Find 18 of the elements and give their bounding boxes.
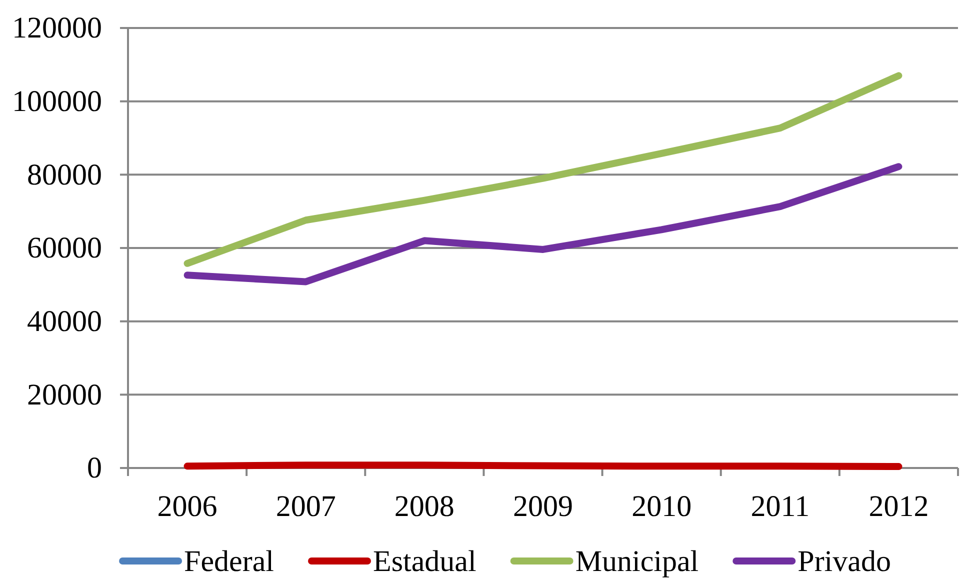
y-tick-label: 120000 — [12, 12, 102, 45]
legend-label: Municipal — [575, 545, 699, 578]
legend-label: Privado — [798, 545, 891, 578]
y-tick-label: 100000 — [12, 84, 102, 118]
y-tick-label: 40000 — [27, 304, 102, 338]
x-tick-label: 2007 — [276, 490, 336, 523]
y-tick-label: 80000 — [27, 158, 102, 192]
y-tick-label: 60000 — [27, 232, 102, 265]
x-tick-label: 2012 — [868, 490, 929, 523]
x-tick-label: 2010 — [632, 490, 692, 523]
x-tick-label: 2006 — [157, 490, 218, 523]
x-tick-label: 2009 — [513, 490, 573, 523]
y-tick-label: 20000 — [27, 378, 102, 412]
legend-label: Estadual — [373, 545, 476, 578]
y-tick-label: 0 — [87, 452, 102, 485]
x-tick-label: 2008 — [394, 490, 454, 523]
x-tick-label: 2011 — [750, 490, 810, 523]
legend-label: Federal — [184, 545, 274, 578]
